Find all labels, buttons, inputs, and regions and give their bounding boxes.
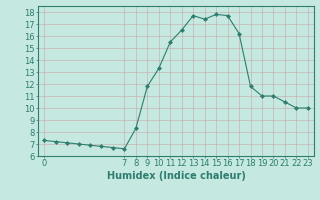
X-axis label: Humidex (Indice chaleur): Humidex (Indice chaleur) <box>107 171 245 181</box>
